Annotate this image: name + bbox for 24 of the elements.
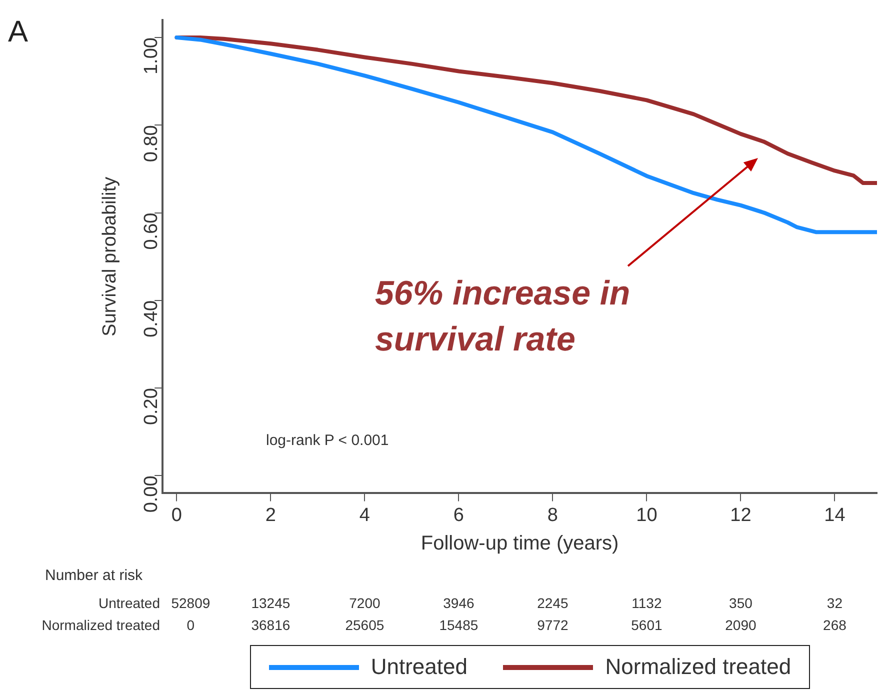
- y-tick-label: 0.40: [140, 300, 162, 338]
- y-tick-label: 0.60: [140, 212, 162, 250]
- y-tick-label: 1.00: [140, 38, 162, 75]
- x-tick-label: 12: [730, 504, 752, 526]
- x-tick-label: 0: [171, 504, 182, 526]
- y-tick-label: 0.80: [140, 125, 162, 162]
- x-tick-label: 2: [265, 504, 276, 526]
- x-tick-label: 8: [547, 504, 558, 526]
- y-tick-label: 0.00: [140, 476, 162, 513]
- x-tick-label: 4: [359, 504, 370, 526]
- legend-label: Normalized treated: [605, 654, 792, 680]
- y-axis-title: Survival probability: [100, 176, 121, 336]
- y-tick-label: 0.20: [140, 388, 162, 426]
- legend-label: Untreated: [370, 654, 468, 680]
- x-tick-label: 6: [453, 504, 464, 526]
- annotation: log-rank P < 0.001: [266, 432, 389, 449]
- annotation: 56% increase in survival rate: [375, 274, 630, 358]
- text: Number at risk: [45, 567, 144, 584]
- text: A: [8, 15, 28, 48]
- x-axis-title: Follow-up time (years): [420, 532, 619, 555]
- text: Untreated 52809 13245 7200 3946 2245 1132 350 32: [98, 594, 842, 611]
- text: Normalized treated 0 36816 25605 15485 9772 5601 2090 268: [42, 616, 846, 633]
- x-tick-label: 10: [636, 504, 658, 526]
- x-tick-label: 14: [824, 504, 846, 526]
